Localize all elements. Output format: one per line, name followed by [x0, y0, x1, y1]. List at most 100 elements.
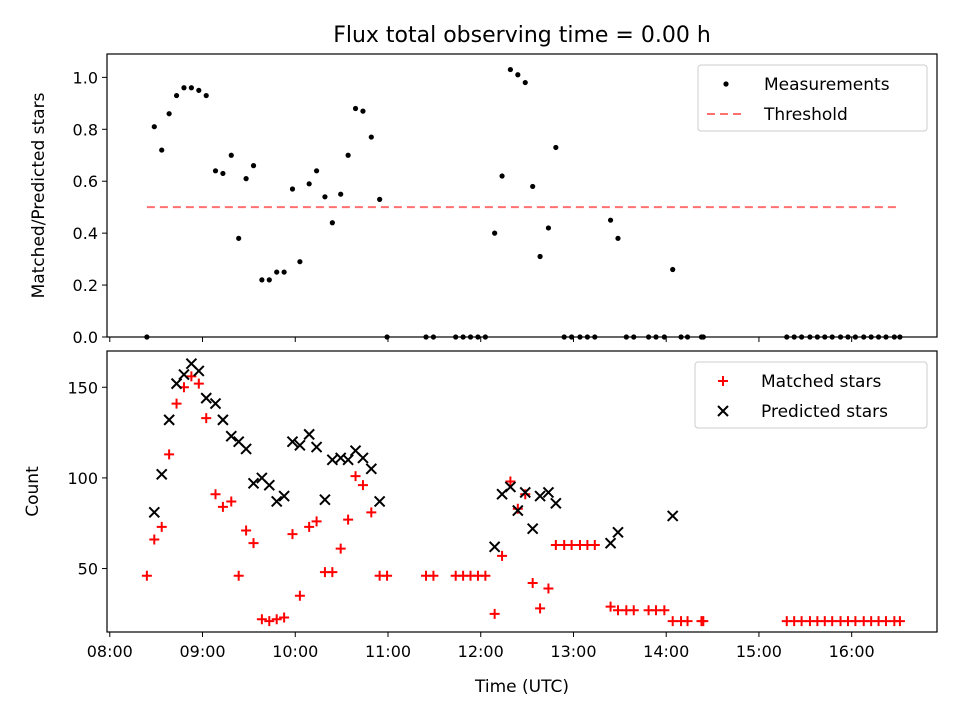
data-point [505, 476, 516, 487]
data-point [605, 601, 616, 612]
data-point [423, 334, 429, 340]
data-point [545, 225, 552, 231]
data-point [243, 176, 249, 182]
data-point [682, 616, 693, 627]
data-point [236, 235, 242, 241]
data-point [196, 87, 202, 93]
data-point [897, 334, 903, 340]
data-point [526, 522, 539, 535]
data-point [678, 334, 684, 340]
data-point [144, 334, 150, 340]
x-tick-label: 08:00 [87, 642, 133, 661]
data-point [527, 578, 538, 589]
data-point [891, 334, 897, 340]
data-point [584, 334, 590, 340]
data-point [373, 495, 386, 508]
data-point [286, 435, 299, 448]
data-point [868, 334, 874, 340]
plot-frame [106, 53, 938, 338]
data-point [504, 481, 517, 493]
data-point [201, 413, 212, 424]
data-point [271, 614, 282, 625]
data-point [294, 590, 305, 601]
data-point [791, 334, 797, 340]
data-point [303, 428, 315, 441]
data-point [542, 486, 555, 499]
data-point [343, 514, 354, 525]
data-point [799, 334, 805, 340]
data-point [220, 170, 226, 177]
data-point [350, 471, 361, 482]
data-point [297, 259, 303, 265]
y-tick-label: 0.0 [73, 328, 98, 347]
data-point [335, 543, 346, 554]
legend-label: Measurements [764, 75, 890, 95]
data-point [193, 365, 205, 377]
data-point [166, 111, 172, 117]
legend-box [694, 361, 928, 429]
data-point [615, 235, 621, 241]
data-point [263, 479, 275, 491]
data-point [612, 605, 623, 616]
data-point [589, 539, 600, 550]
data-point [156, 521, 167, 532]
data-point [264, 616, 275, 627]
data-point [256, 614, 267, 625]
data-point [507, 66, 514, 73]
data-point [212, 168, 219, 174]
data-point [156, 468, 168, 480]
data-point [607, 217, 614, 223]
data-point [240, 443, 252, 455]
data-point [210, 489, 221, 500]
data-point [604, 537, 617, 549]
y-axis-label: Count [23, 466, 43, 517]
data-point [492, 230, 498, 236]
data-point [628, 605, 639, 616]
legend-label: Matched stars [761, 372, 881, 392]
data-point [226, 496, 237, 507]
y-tick-label: 0.4 [73, 224, 98, 243]
data-point [149, 534, 160, 545]
data-point [499, 173, 505, 179]
data-point [294, 439, 306, 451]
data-point [883, 334, 889, 340]
data-point [148, 506, 161, 519]
data-point [861, 334, 867, 340]
data-point [357, 480, 368, 491]
data-point [666, 510, 679, 522]
legend-box [697, 64, 928, 132]
x-tick-label: 16:00 [829, 642, 875, 661]
data-point [170, 377, 183, 390]
y-tick-label: 0.8 [73, 120, 98, 139]
data-point [171, 398, 182, 409]
series-x [148, 357, 679, 553]
data-point [612, 526, 624, 538]
y-tick-label: 150 [67, 378, 98, 397]
data-point [338, 191, 344, 197]
data-point [428, 570, 439, 581]
data-point [807, 334, 813, 340]
y-tick-label: 100 [67, 469, 98, 488]
data-point [250, 163, 257, 169]
data-point [880, 616, 891, 627]
data-point [311, 516, 322, 527]
data-point [357, 452, 369, 464]
data-point [163, 414, 175, 426]
legend: Measurements Threshold [697, 64, 928, 132]
legend-marker [723, 81, 729, 87]
chart-title: Flux total observing time = 0.00 h [333, 23, 711, 48]
data-point [827, 616, 838, 627]
data-point [329, 220, 335, 226]
x-tick-label: 11:00 [365, 642, 411, 661]
data-point [241, 525, 252, 536]
data-point [281, 269, 287, 275]
data-point [829, 334, 835, 340]
data-point [561, 334, 567, 340]
data-point [313, 168, 320, 174]
data-point [173, 92, 180, 99]
data-point [188, 85, 194, 91]
data-point [178, 368, 190, 381]
data-point [784, 334, 790, 340]
data-point [550, 497, 562, 509]
